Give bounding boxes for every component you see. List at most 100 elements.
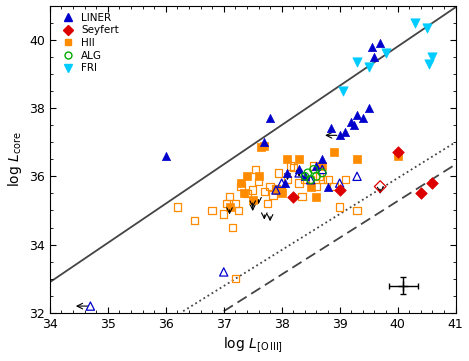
- Point: [327, 126, 335, 131]
- Point: [353, 208, 361, 213]
- Point: [295, 180, 303, 186]
- Point: [229, 225, 236, 230]
- Point: [284, 177, 291, 183]
- Point: [336, 204, 343, 210]
- Point: [220, 269, 227, 275]
- Point: [243, 191, 250, 196]
- Point: [382, 51, 390, 56]
- Point: [307, 177, 314, 183]
- Point: [226, 204, 233, 210]
- Point: [417, 191, 424, 196]
- Point: [313, 184, 320, 190]
- Point: [365, 64, 372, 70]
- Point: [377, 40, 384, 46]
- Point: [278, 180, 286, 186]
- Point: [330, 184, 338, 190]
- Point: [318, 166, 326, 172]
- Point: [243, 173, 250, 179]
- Point: [307, 177, 314, 183]
- Point: [318, 156, 326, 162]
- Point: [342, 177, 349, 183]
- Point: [330, 149, 338, 155]
- Point: [278, 191, 286, 196]
- Point: [429, 180, 436, 186]
- Point: [208, 208, 216, 213]
- Point: [266, 184, 274, 190]
- Point: [313, 173, 320, 179]
- X-axis label: log $L_{\rm [O\,III]}$: log $L_{\rm [O\,III]}$: [223, 336, 283, 356]
- Point: [336, 180, 343, 186]
- Point: [191, 218, 198, 223]
- Point: [313, 194, 320, 200]
- Point: [226, 194, 233, 200]
- Point: [368, 44, 375, 49]
- Point: [162, 153, 169, 159]
- Point: [339, 88, 346, 94]
- Point: [275, 170, 282, 176]
- Point: [223, 201, 230, 206]
- Point: [264, 201, 271, 206]
- Point: [281, 180, 288, 186]
- Point: [287, 163, 294, 169]
- Point: [278, 189, 286, 195]
- Point: [87, 303, 94, 309]
- Point: [426, 61, 433, 66]
- Point: [261, 189, 268, 195]
- Point: [394, 153, 401, 159]
- Point: [237, 180, 245, 186]
- Point: [232, 201, 239, 206]
- Point: [284, 170, 291, 176]
- Point: [272, 187, 280, 193]
- Point: [336, 187, 343, 193]
- Y-axis label: log $L_{\rm core}$: log $L_{\rm core}$: [6, 131, 23, 187]
- Point: [318, 170, 326, 176]
- Point: [318, 177, 326, 183]
- Point: [411, 20, 419, 26]
- Point: [220, 211, 227, 217]
- Point: [232, 276, 239, 282]
- Point: [313, 163, 320, 169]
- Point: [261, 139, 268, 145]
- Point: [318, 163, 326, 169]
- Point: [301, 173, 309, 179]
- Point: [394, 149, 401, 155]
- Point: [289, 165, 297, 171]
- Point: [295, 156, 303, 162]
- Point: [353, 112, 361, 118]
- Point: [257, 144, 265, 150]
- Point: [266, 116, 274, 121]
- Point: [324, 184, 332, 190]
- Point: [255, 173, 262, 179]
- Point: [307, 177, 314, 183]
- Point: [316, 173, 323, 179]
- Point: [269, 192, 277, 198]
- Point: [371, 54, 378, 60]
- Point: [365, 105, 372, 111]
- Point: [423, 25, 431, 31]
- Point: [310, 166, 318, 172]
- Point: [240, 191, 248, 196]
- Point: [234, 208, 242, 213]
- Point: [301, 177, 309, 183]
- Point: [348, 119, 355, 125]
- Point: [249, 187, 257, 193]
- Point: [255, 179, 262, 184]
- Point: [324, 177, 332, 183]
- Point: [289, 194, 297, 200]
- Point: [429, 54, 436, 60]
- Legend: LINER, Seyfert, HII, ALG, FRI: LINER, Seyfert, HII, ALG, FRI: [55, 11, 121, 75]
- Point: [272, 186, 280, 191]
- Point: [298, 194, 306, 200]
- Point: [295, 170, 303, 176]
- Point: [249, 197, 257, 203]
- Point: [272, 187, 280, 193]
- Point: [353, 156, 361, 162]
- Point: [342, 129, 349, 135]
- Point: [304, 170, 311, 176]
- Point: [353, 59, 361, 65]
- Point: [284, 156, 291, 162]
- Point: [301, 173, 309, 179]
- Point: [237, 184, 245, 190]
- Point: [310, 163, 318, 169]
- Point: [307, 184, 314, 190]
